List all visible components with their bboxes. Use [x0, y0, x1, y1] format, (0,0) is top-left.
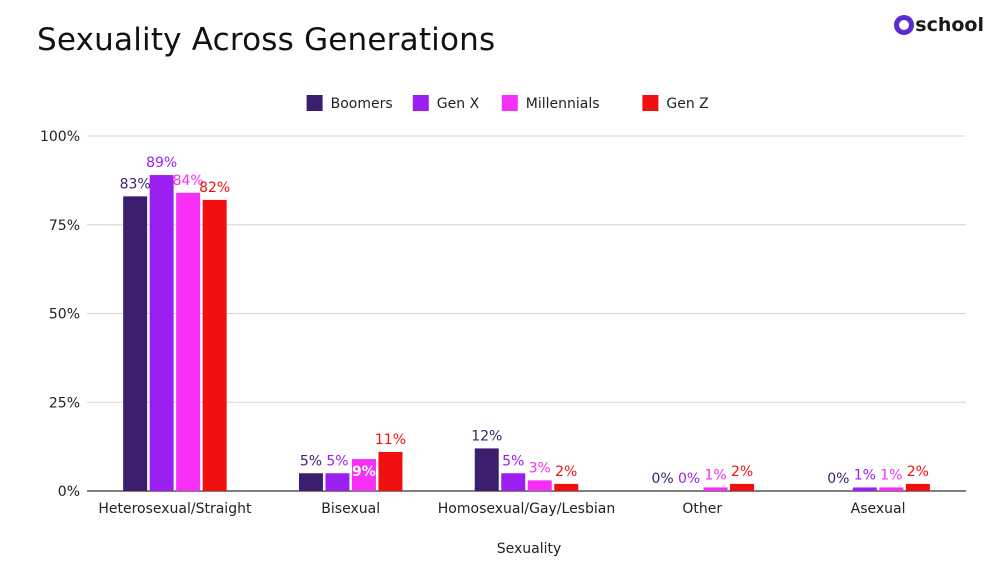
brand-logo: school	[894, 14, 984, 36]
data-label: 0%	[651, 471, 673, 487]
bar	[474, 448, 499, 491]
x-category-label: Heterosexual/Straight	[98, 501, 252, 517]
data-label: 89%	[146, 155, 177, 171]
bar	[852, 487, 877, 491]
bar	[176, 192, 201, 492]
x-axis-title: Sexuality	[497, 541, 562, 557]
legend-swatch	[501, 95, 518, 111]
y-tick-label: 25%	[49, 395, 80, 411]
data-label: 2%	[555, 464, 577, 480]
y-tick-label: 0%	[58, 484, 80, 500]
data-labels: 83%89%84%82%5% 5%9%11% 12%5% 3% 2% 0% 0% 1% 2% 0%…	[120, 155, 929, 487]
data-label: 1%	[854, 467, 876, 483]
y-tick-label: 75%	[49, 218, 80, 234]
bars	[123, 175, 930, 492]
bar	[501, 473, 526, 491]
data-label: 2%	[731, 464, 753, 480]
legend-swatch	[306, 95, 323, 111]
bar	[905, 483, 930, 491]
brand-name: school	[915, 14, 984, 36]
data-label: 5%	[326, 453, 348, 469]
legend-swatch	[412, 95, 429, 111]
bar	[879, 487, 904, 491]
x-category-label: Bisexual	[321, 501, 380, 517]
data-label: 83%	[120, 176, 151, 192]
data-label: 5%	[502, 453, 524, 469]
legend: Boomers Gen X Millennials Gen Z	[306, 95, 709, 112]
legend-label: Millennials	[526, 96, 600, 112]
bar	[149, 175, 174, 492]
data-label: 5%	[300, 453, 322, 469]
data-label: 82%	[199, 180, 230, 196]
bar	[378, 451, 403, 491]
x-category-label: Other	[682, 501, 722, 517]
ring-icon	[894, 15, 915, 35]
grid-lines	[87, 135, 966, 492]
bar	[554, 483, 579, 491]
bar	[123, 196, 148, 491]
data-label: 0%	[827, 471, 849, 487]
y-tick-label: 50%	[49, 307, 80, 323]
data-label: 0%	[678, 471, 700, 487]
bar	[703, 487, 728, 491]
data-label: 3%	[529, 460, 551, 476]
bar	[202, 199, 227, 491]
legend-label: Gen X	[437, 96, 480, 112]
legend-label: Boomers	[331, 96, 393, 112]
data-label: 84%	[173, 173, 204, 189]
legend-swatch	[642, 95, 659, 111]
data-label: 1%	[704, 467, 726, 483]
legend-label: Gen Z	[666, 96, 708, 112]
x-category-label: Asexual	[851, 501, 906, 517]
bar	[351, 459, 376, 491]
x-category-label: Homosexual/Gay/Lesbian	[438, 501, 615, 517]
data-label: 9%	[352, 464, 376, 480]
data-label: 2%	[907, 464, 929, 480]
x-axis-categories: Heterosexual/Straight Bisexual Homosexual/…	[98, 501, 905, 517]
y-axis-ticks: 0% 25% 50% 75% 100%	[40, 129, 80, 500]
bar	[527, 480, 552, 491]
data-label: 11%	[375, 432, 406, 448]
data-label: 12%	[471, 428, 502, 444]
bar	[325, 473, 350, 491]
data-label: 1%	[880, 467, 902, 483]
page-title: Sexuality Across Generations	[37, 22, 496, 58]
bar	[730, 483, 755, 491]
y-tick-label: 100%	[40, 129, 80, 145]
bar	[298, 473, 323, 491]
